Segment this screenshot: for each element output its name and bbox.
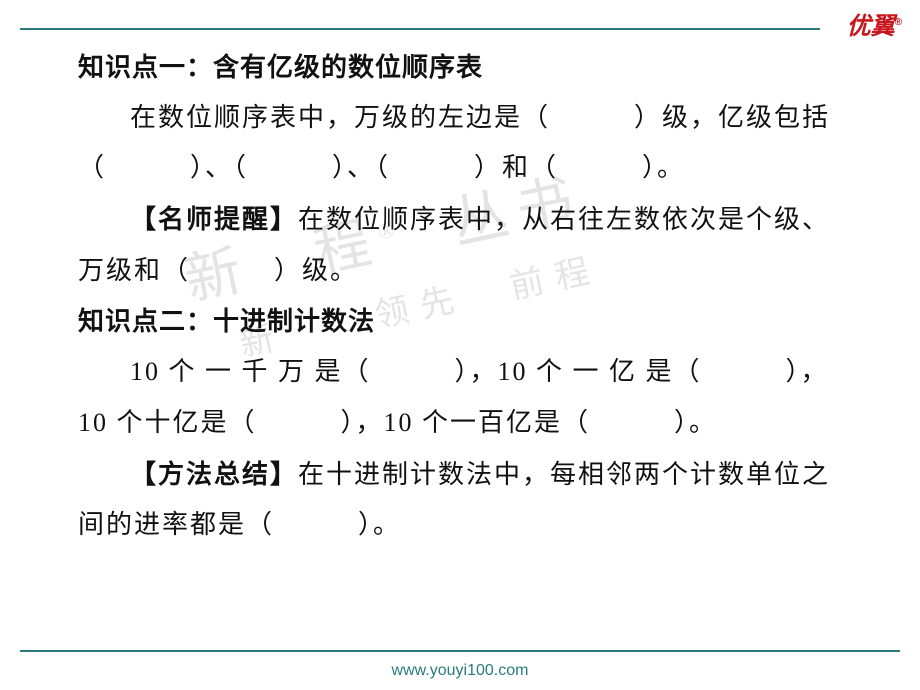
- section1-heading: 知识点一：含有亿级的数位顺序表: [78, 42, 842, 93]
- bottom-divider: [20, 650, 900, 652]
- brand-logo: 优翼®: [847, 6, 902, 41]
- section2-tip: 【方法总结】在十进制计数法中，每相邻两个计数单位之间的进率都是（ ）。: [78, 449, 842, 551]
- document-content: 知识点一：含有亿级的数位顺序表 在数位顺序表中，万级的左边是（ ）级，亿级包括（…: [78, 42, 842, 551]
- logo-mark: ®: [895, 17, 902, 28]
- section1-tip: 【名师提醒】在数位顺序表中，从右往左数依次是个级、万级和（ ）级。: [78, 194, 842, 296]
- section1-body: 在数位顺序表中，万级的左边是（ ）级，亿级包括（ ）、（ ）、（ ）和（ ）。: [78, 93, 842, 194]
- section2-heading: 知识点二：十进制计数法: [78, 296, 842, 347]
- footer-url: www.youyi100.com: [0, 662, 920, 680]
- tip-label: 【名师提醒】: [130, 204, 298, 234]
- logo-text: 优翼: [847, 13, 895, 40]
- top-divider: [20, 28, 820, 30]
- tip-label: 【方法总结】: [130, 459, 298, 489]
- section2-body: 10 个 一 千 万 是（ ），10 个 一 亿 是（ ），10 个十亿是（ ）…: [78, 347, 842, 448]
